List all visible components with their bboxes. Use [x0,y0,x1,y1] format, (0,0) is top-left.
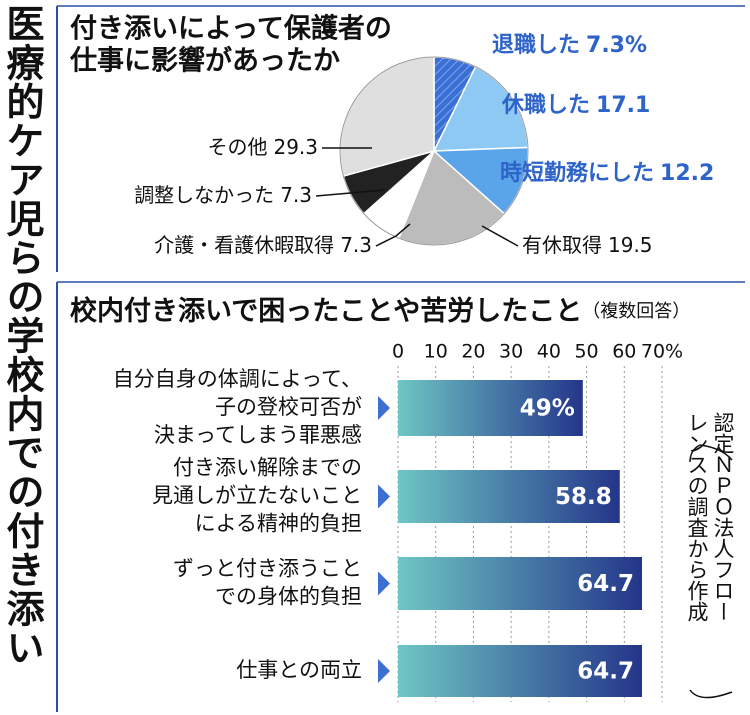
bracket [689,444,701,463]
value-label: 64.7 [577,571,634,597]
y-tick-label: 子の登校可否が [215,395,362,419]
slice-name: 調整しなかった [134,183,274,207]
x-tick-label: 60 [612,341,636,363]
y-tick-label: 決まってしまう罪悪感 [154,423,362,447]
x-tick-label: 20 [461,341,485,363]
chart-title: 仕事に影響があったか [69,45,340,77]
y-tick-label: 付き添い解除までの [173,456,362,480]
x-tick-label: 30 [499,341,523,363]
chart-title: 校内付き添いで困ったことや苦労したこと（複数回答） [70,295,690,327]
slice-label: 有休取得 19.5 [522,233,653,257]
pointer-arrow [378,659,390,683]
value-label: 58.8 [555,484,612,510]
y-tick-label: 自分自身の体調によって、 [113,367,362,391]
x-tick-label: 50 [574,341,598,363]
slice-label: 調整しなかった 7.3 [134,183,312,207]
slice-label: 時短勤務にした 12.2 [500,160,714,186]
bracket [699,444,733,461]
slice-label: 休職した 17.1 [501,92,650,118]
leader-line [315,189,386,197]
page-title: 医療的ケア児らの学校内での付き添い [0,4,44,667]
slice-name: 介護・看護休暇取得 [154,233,334,257]
bar [398,557,643,610]
slice-name: 時短勤務にした [500,160,654,186]
x-tick-label: 70% [641,341,683,363]
x-tick-label: 0 [392,341,404,363]
slice-label: その他 29.3 [207,135,318,159]
slice-value: 7.3% [586,33,647,58]
slice-value: 29.3 [273,135,318,159]
slice-value: 7.3 [340,233,372,257]
bar [398,645,643,697]
bracket [689,689,733,699]
pointer-arrow [378,484,390,509]
slice-value: 7.3 [280,183,312,207]
bar [398,380,583,436]
source-line: 認定ＮＰＯ法人フロー [711,412,735,622]
slice-value: 12.2 [660,161,714,186]
y-tick-label: 仕事との両立 [236,658,362,682]
y-tick-label: ずっと付き添うこと [173,557,362,581]
slice-label: 介護・看護休暇取得 7.3 [154,233,372,257]
value-label: 49% [520,396,575,422]
y-tick-label: による精神的負担 [195,512,362,536]
y-tick-label: 見通しが立たないこと [152,484,362,508]
source-note: 認定ＮＰＯ法人フロー レンスの調査から作成 [684,412,736,702]
x-tick-label: 10 [424,341,448,363]
x-tick-label: 40 [537,341,561,363]
subtitle: （複数回答） [582,301,690,322]
slice-name: 退職した [492,32,580,58]
pointer-arrow [378,571,390,596]
slice-name: その他 [207,135,267,159]
title-main: 校内付き添いで困ったことや苦労したこと [70,295,582,327]
leader-line [375,223,411,247]
y-tick-label: での身体的負担 [215,585,362,609]
slice-name: 休職した [501,92,590,118]
pointer-arrow [378,396,390,420]
bar [398,470,620,523]
value-label: 64.7 [577,659,634,685]
slice-label: 退職した 7.3% [492,32,647,58]
leader-line [481,225,519,247]
slice-value: 19.5 [608,233,653,257]
slice-value: 17.1 [596,93,650,118]
pie-outline [339,56,529,246]
chart-title: 付き添いによって保護者の [70,13,392,45]
slice-name: 有休取得 [522,233,602,257]
